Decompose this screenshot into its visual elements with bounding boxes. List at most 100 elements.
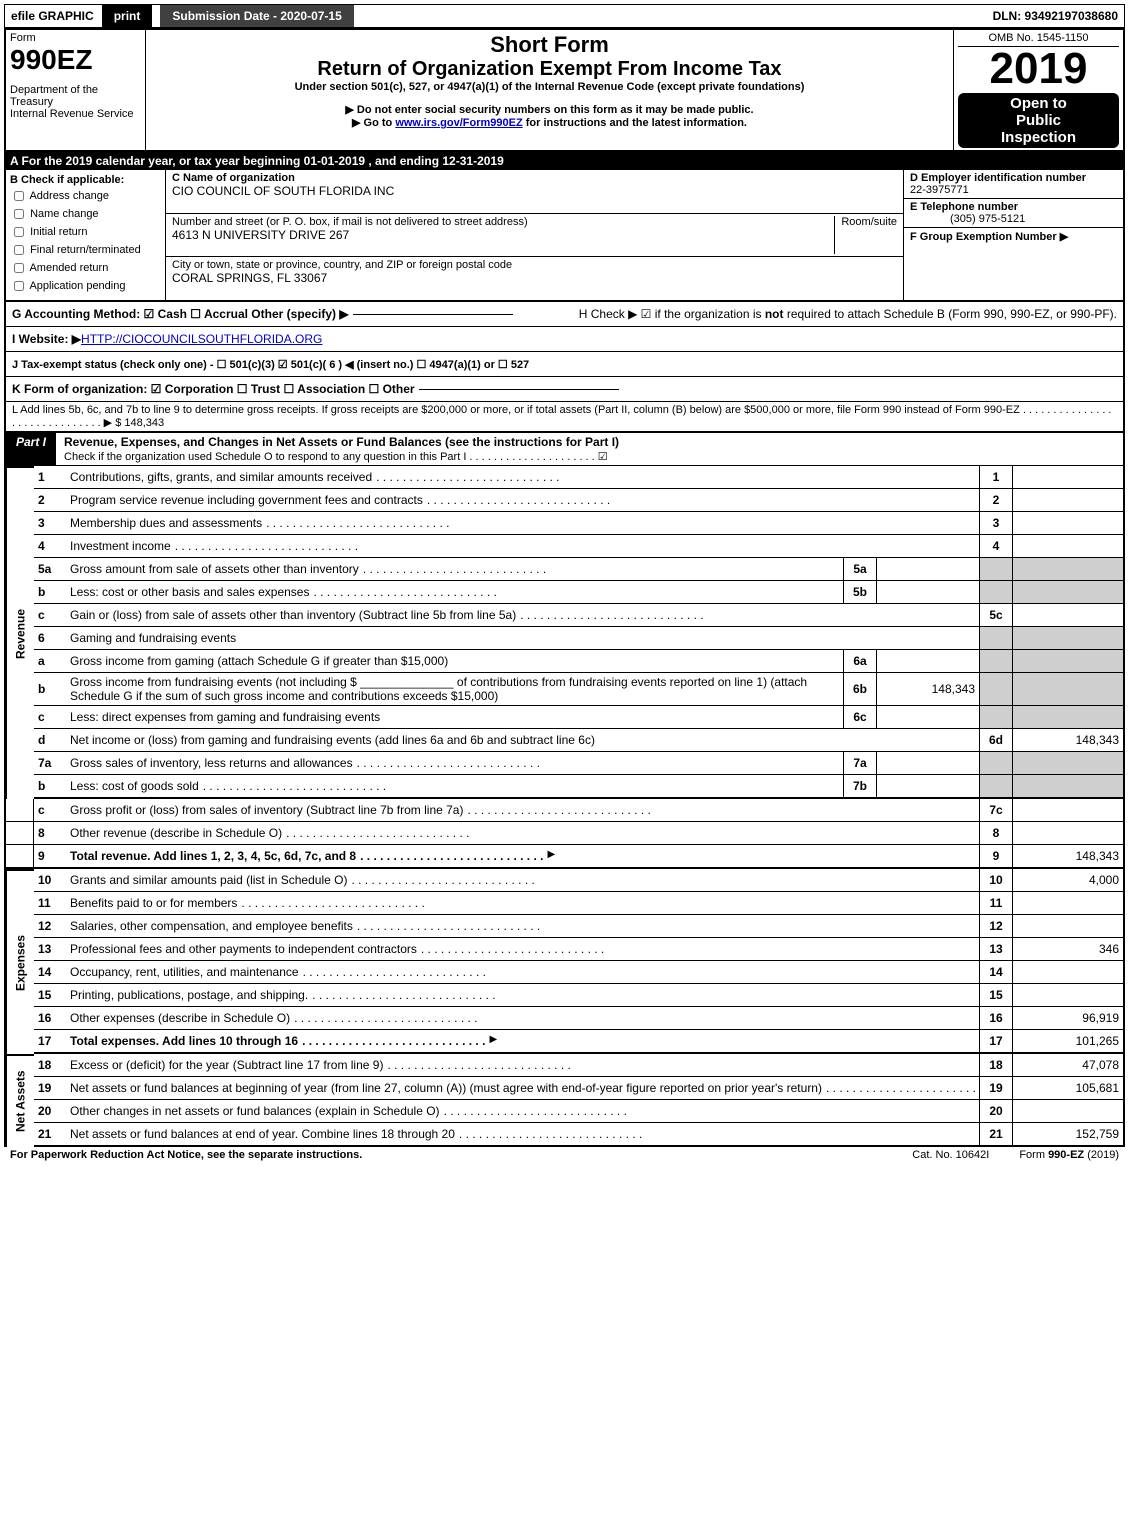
ln-6d: d: [34, 729, 66, 752]
print-button[interactable]: print: [102, 5, 153, 27]
ln-16: 16: [34, 1007, 66, 1030]
ln-21: 21: [34, 1123, 66, 1147]
cb-pending[interactable]: Application pending: [10, 278, 161, 294]
dept: Department of the Treasury: [10, 84, 141, 108]
form-header: Form 990EZ Department of the Treasury In…: [4, 28, 1125, 152]
dln-label: DLN: 93492197038680: [993, 9, 1124, 23]
subamt-5a: [877, 558, 979, 581]
phone: (305) 975-5121: [910, 213, 1025, 225]
ln-20: 20: [34, 1100, 66, 1123]
desc-5c: Gain or (loss) from sale of assets other…: [66, 604, 979, 627]
ln-5a: 5a: [34, 558, 66, 581]
amt-5b-grey: [1013, 581, 1123, 604]
cb-initial[interactable]: Initial return: [10, 224, 161, 240]
ln-17: 17: [34, 1030, 66, 1054]
open-public: Open to Public Inspection: [958, 93, 1119, 148]
ln-14: 14: [34, 961, 66, 984]
col-6-grey: [979, 627, 1013, 650]
col-5a-grey: [979, 558, 1013, 581]
amt-12: [1013, 915, 1123, 938]
col-13: 13: [979, 938, 1013, 961]
short-form: Short Form: [150, 32, 949, 58]
ln-8: 8: [34, 822, 66, 845]
col-11: 11: [979, 892, 1013, 915]
sub-7b: 7b: [843, 775, 877, 799]
k-line: K Form of organization: ☑ Corporation ☐ …: [12, 382, 415, 396]
top-bar: efile GRAPHIC print Submission Date - 20…: [4, 4, 1125, 28]
org-name-cell: C Name of organization CIO COUNCIL OF SO…: [166, 170, 903, 214]
amt-19: 105,681: [1013, 1077, 1123, 1100]
col-6a-grey: [979, 650, 1013, 673]
desc-8-text: Other revenue (describe in Schedule O): [70, 826, 975, 840]
desc-6a: Gross income from gaming (attach Schedul…: [66, 650, 843, 673]
irs: Internal Revenue Service: [10, 108, 141, 120]
ln-15: 15: [34, 984, 66, 1007]
cb-name-change[interactable]: Name change: [10, 206, 161, 222]
g-underline: [353, 314, 513, 315]
amt-20: [1013, 1100, 1123, 1123]
submission-date-button[interactable]: Submission Date - 2020-07-15: [160, 5, 353, 27]
desc-11-text: Benefits paid to or for members: [70, 896, 975, 910]
col-6d: 6d: [979, 729, 1013, 752]
ln-18: 18: [34, 1054, 66, 1077]
cb-final-label: Final return/terminated: [30, 244, 141, 256]
desc-4: Investment income: [66, 535, 979, 558]
ln-4: 4: [34, 535, 66, 558]
side-netassets: Net Assets: [6, 1054, 34, 1147]
irs-link[interactable]: www.irs.gov/Form990EZ: [395, 117, 522, 129]
g-line: G Accounting Method: ☑ Cash ☐ Accrual Ot…: [12, 307, 349, 321]
row-k: K Form of organization: ☑ Corporation ☐ …: [4, 377, 1125, 402]
desc-20: Other changes in net assets or fund bala…: [66, 1100, 979, 1123]
ln-6b: b: [34, 673, 66, 706]
cb-address-change[interactable]: Address change: [10, 188, 161, 204]
header-mid: Short Form Return of Organization Exempt…: [146, 30, 953, 150]
desc-19: Net assets or fund balances at beginning…: [66, 1077, 979, 1100]
desc-15: Printing, publications, postage, and shi…: [66, 984, 979, 1007]
ln-6a: a: [34, 650, 66, 673]
amt-11: [1013, 892, 1123, 915]
addr-label: Number and street (or P. O. box, if mail…: [172, 216, 528, 228]
amt-2: [1013, 489, 1123, 512]
col-9: 9: [979, 845, 1013, 869]
cb-amended-label: Amended return: [29, 262, 108, 274]
desc-6b: Gross income from fundraising events (no…: [66, 673, 843, 706]
col-3: 3: [979, 512, 1013, 535]
info-grid: B Check if applicable: Address change Na…: [4, 170, 1125, 302]
col-6c-grey: [979, 706, 1013, 729]
desc-14: Occupancy, rent, utilities, and maintena…: [66, 961, 979, 984]
desc-7a-text: Gross sales of inventory, less returns a…: [70, 756, 839, 770]
d-cell: D Employer identification number 22-3975…: [904, 170, 1123, 199]
footer-right-post: (2019): [1084, 1149, 1119, 1161]
row-j: J Tax-exempt status (check only one) - ☐…: [4, 352, 1125, 377]
city-label: City or town, state or province, country…: [172, 259, 512, 271]
form-word: Form: [10, 32, 141, 44]
amt-8: [1013, 822, 1123, 845]
amt-7b-grey: [1013, 775, 1123, 799]
ln-3: 3: [34, 512, 66, 535]
desc-3-text: Membership dues and assessments: [70, 516, 975, 530]
ln-2: 2: [34, 489, 66, 512]
desc-7b: Less: cost of goods sold: [66, 775, 843, 799]
col-8: 8: [979, 822, 1013, 845]
amt-13: 346: [1013, 938, 1123, 961]
desc-1: Contributions, gifts, grants, and simila…: [66, 466, 979, 489]
desc-5a: Gross amount from sale of assets other t…: [66, 558, 843, 581]
desc-10: Grants and similar amounts paid (list in…: [66, 869, 979, 892]
c-name-label: C Name of organization: [172, 172, 295, 184]
header-left: Form 990EZ Department of the Treasury In…: [6, 30, 146, 150]
d-label: D Employer identification number: [910, 172, 1086, 184]
desc-1-text: Contributions, gifts, grants, and simila…: [70, 470, 975, 484]
ln-5c: c: [34, 604, 66, 627]
website-link[interactable]: HTTP://CIOCOUNCILSOUTHFLORIDA.ORG: [81, 332, 322, 346]
col-21: 21: [979, 1123, 1013, 1147]
open3: Inspection: [958, 129, 1119, 146]
cb-final[interactable]: Final return/terminated: [10, 242, 161, 258]
cb-amended[interactable]: Amended return: [10, 260, 161, 276]
desc-6: Gaming and fundraising events: [66, 627, 979, 650]
fin-table-revenue2: c Gross profit or (loss) from sales of i…: [4, 799, 1125, 869]
header-right: OMB No. 1545-1150 2019 Open to Public In…: [953, 30, 1123, 150]
addr-cell: Number and street (or P. O. box, if mail…: [166, 214, 903, 258]
desc-9: Total revenue. Add lines 1, 2, 3, 4, 5c,…: [66, 845, 979, 869]
desc-5b: Less: cost or other basis and sales expe…: [66, 581, 843, 604]
amt-15: [1013, 984, 1123, 1007]
